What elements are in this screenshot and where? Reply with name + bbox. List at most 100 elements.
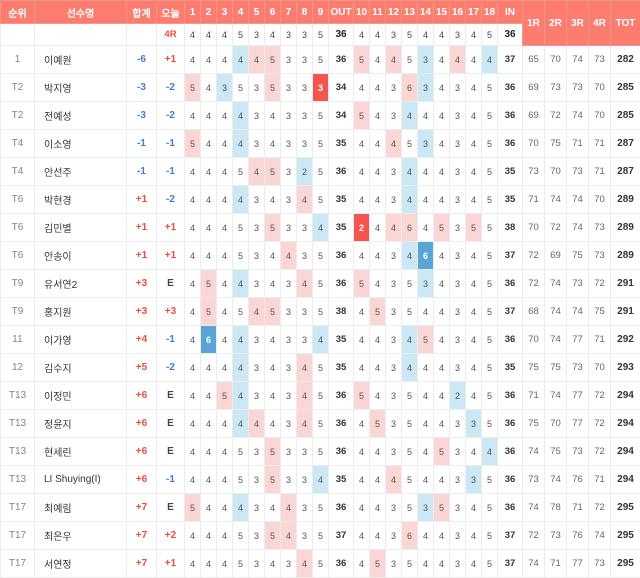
hole-score-cell: 5 (233, 522, 249, 550)
hole-score-cell: 4 (434, 74, 450, 102)
total-score-cell: +6 (127, 382, 157, 410)
hole-score-cell: 4 (201, 74, 217, 102)
col-header-round1: 1R (523, 1, 545, 46)
total-strokes-cell: 285 (611, 74, 640, 102)
round-score-cell: 71 (589, 158, 611, 186)
rank-cell: T9 (1, 270, 35, 298)
player-name-cell[interactable]: 안송이 (35, 242, 127, 270)
hole-score-cell: 4 (185, 382, 201, 410)
hole-score-cell: 5 (418, 326, 434, 354)
round-score-cell: 69 (523, 102, 545, 130)
round-score-cell: 74 (567, 102, 589, 130)
hole-score-cell: 5 (370, 410, 386, 438)
today-score-cell: +1 (157, 550, 185, 578)
hole-score-cell: 4 (354, 522, 370, 550)
hole-score-cell: 3 (386, 382, 402, 410)
hole-score-cell: 5 (402, 494, 418, 522)
out-total-cell: 36 (329, 158, 354, 186)
in-total-cell: 36 (498, 466, 523, 494)
round-score-cell: 69 (545, 242, 567, 270)
player-name-cell[interactable]: 이예원 (35, 46, 127, 74)
hole-score-cell: 3 (466, 410, 482, 438)
player-name-cell[interactable]: 현세린 (35, 438, 127, 466)
in-total-cell: 37 (498, 550, 523, 578)
hole-score-cell: 4 (434, 522, 450, 550)
hole-score-cell: 4 (434, 242, 450, 270)
today-score-cell: -2 (157, 186, 185, 214)
player-name-cell[interactable]: 박현경 (35, 186, 127, 214)
player-name-cell[interactable]: 이소영 (35, 130, 127, 158)
round-score-cell: 73 (567, 354, 589, 382)
hole-score-cell: 4 (466, 382, 482, 410)
player-name-cell[interactable]: 김수지 (35, 354, 127, 382)
rank-cell: 1 (1, 46, 35, 74)
hole-score-cell: 4 (233, 186, 249, 214)
player-name-cell[interactable]: 홍지원 (35, 298, 127, 326)
round-score-cell: 74 (567, 214, 589, 242)
player-name-cell[interactable]: LI Shuying(I) (35, 466, 127, 494)
hole-score-cell: 3 (386, 242, 402, 270)
hole-score-cell: 5 (482, 410, 498, 438)
hole-score-cell: 5 (466, 214, 482, 242)
round-score-cell: 71 (523, 186, 545, 214)
total-score-cell: +3 (127, 270, 157, 298)
hole-score-cell: 5 (313, 354, 329, 382)
hole-score-cell: 5 (354, 102, 370, 130)
hole-score-cell: 4 (418, 466, 434, 494)
hole-score-cell: 5 (482, 522, 498, 550)
hole-score-cell: 5 (265, 466, 281, 494)
col-header-in: IN (498, 1, 523, 24)
hole-score-cell: 4 (434, 354, 450, 382)
round-score-cell: 77 (567, 382, 589, 410)
hole-score-cell: 4 (354, 74, 370, 102)
round-score-cell: 71 (567, 130, 589, 158)
player-name-cell[interactable]: 유서연2 (35, 270, 127, 298)
total-score-cell: -3 (127, 102, 157, 130)
hole-score-cell: 4 (185, 410, 201, 438)
total-strokes-cell: 295 (611, 494, 640, 522)
total-strokes-cell: 289 (611, 242, 640, 270)
round-score-cell: 70 (589, 74, 611, 102)
hole-score-cell: 4 (418, 354, 434, 382)
player-name-cell[interactable]: 서연정 (35, 550, 127, 578)
col-header-hole: 15 (434, 1, 450, 24)
hole-score-cell: 4 (217, 186, 233, 214)
player-name-cell[interactable]: 전예성 (35, 102, 127, 130)
total-score-cell: -6 (127, 46, 157, 74)
player-name-cell[interactable]: 이가영 (35, 326, 127, 354)
round-score-cell: 70 (545, 410, 567, 438)
player-name-cell[interactable]: 정윤지 (35, 410, 127, 438)
hole-par: 3 (450, 24, 466, 46)
hole-score-cell: 4 (217, 550, 233, 578)
col-header-round3: 3R (567, 1, 589, 46)
hole-score-cell: 4 (466, 46, 482, 74)
hole-score-cell: 3 (249, 522, 265, 550)
hole-score-cell: 3 (281, 550, 297, 578)
player-name-cell[interactable]: 김민별 (35, 214, 127, 242)
player-name-cell[interactable]: 최은우 (35, 522, 127, 550)
in-par: 36 (498, 24, 523, 46)
hole-score-cell: 4 (370, 158, 386, 186)
today-score-cell: E (157, 410, 185, 438)
in-total-cell: 36 (498, 410, 523, 438)
player-name-cell[interactable]: 박지영 (35, 74, 127, 102)
hole-score-cell: 4 (370, 214, 386, 242)
hole-score-cell: 4 (370, 270, 386, 298)
player-name-cell[interactable]: 최예림 (35, 494, 127, 522)
total-strokes-cell: 295 (611, 550, 640, 578)
hole-score-cell: 5 (233, 158, 249, 186)
par-row-empty (127, 24, 157, 46)
hole-score-cell: 4 (249, 298, 265, 326)
hole-score-cell: 4 (201, 130, 217, 158)
round-score-cell: 70 (545, 158, 567, 186)
hole-score-cell: 5 (233, 550, 249, 578)
player-name-cell[interactable]: 이정민 (35, 382, 127, 410)
player-name-cell[interactable]: 안선주 (35, 158, 127, 186)
hole-score-cell: 5 (265, 74, 281, 102)
